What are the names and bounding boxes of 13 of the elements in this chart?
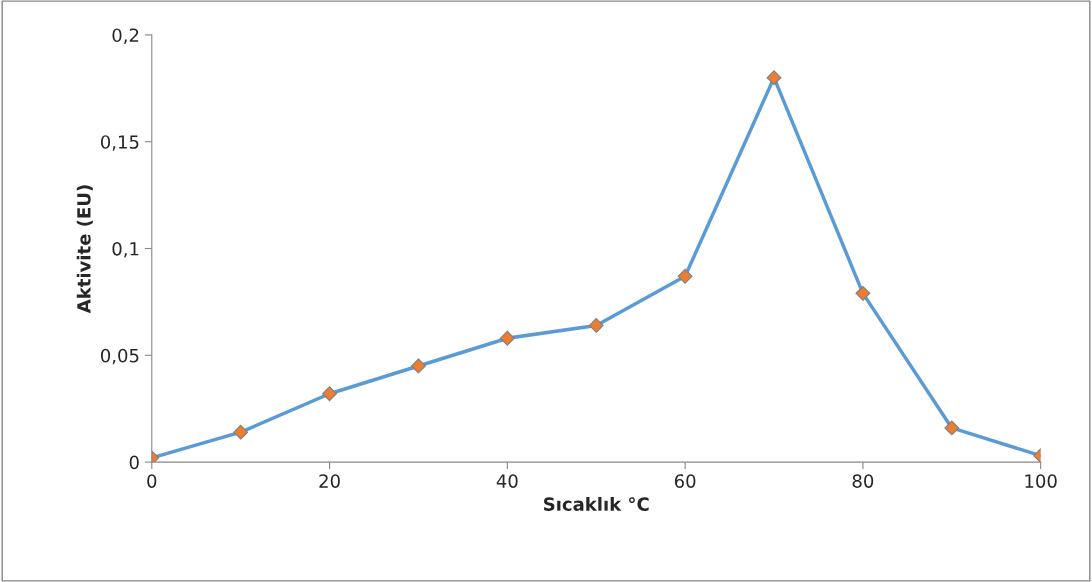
x-tick-label: 60 xyxy=(674,474,696,488)
x-tick-label: 0 xyxy=(147,474,157,488)
y-tick-label: 0,15 xyxy=(100,135,139,151)
x-axis-title: Sıcaklık °C xyxy=(544,496,649,511)
x-tick-label: 100 xyxy=(1025,474,1057,488)
y-tick-label: 0,2 xyxy=(112,28,139,44)
x-tick-label: 80 xyxy=(852,474,874,488)
y-axis-title: Aktivite (EU) xyxy=(76,185,93,314)
y-tick-label: 0 xyxy=(129,455,139,470)
x-tick-label: 20 xyxy=(319,474,340,488)
x-tick-label: 40 xyxy=(496,474,518,488)
y-tick-label: 0,05 xyxy=(100,348,139,365)
y-tick-label: 0,1 xyxy=(112,241,139,258)
